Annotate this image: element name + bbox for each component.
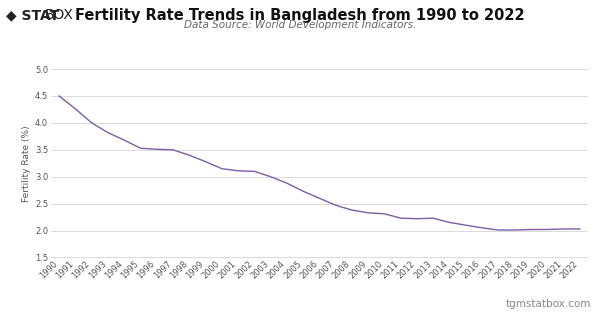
Text: tgmstatbox.com: tgmstatbox.com: [506, 299, 591, 309]
Y-axis label: Fertility Rate (%): Fertility Rate (%): [22, 125, 31, 202]
Text: BOX: BOX: [45, 8, 74, 22]
Text: Fertility Rate Trends in Bangladesh from 1990 to 2022: Fertility Rate Trends in Bangladesh from…: [75, 8, 525, 23]
Text: Data Source: World Development Indicators.: Data Source: World Development Indicator…: [184, 20, 416, 30]
Text: ◆ STAT: ◆ STAT: [6, 8, 59, 22]
